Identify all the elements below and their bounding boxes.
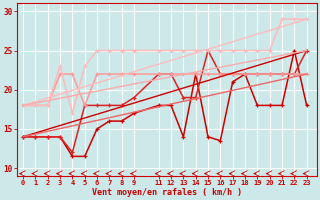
X-axis label: Vent moyen/en rafales ( km/h ): Vent moyen/en rafales ( km/h ) bbox=[92, 188, 242, 197]
